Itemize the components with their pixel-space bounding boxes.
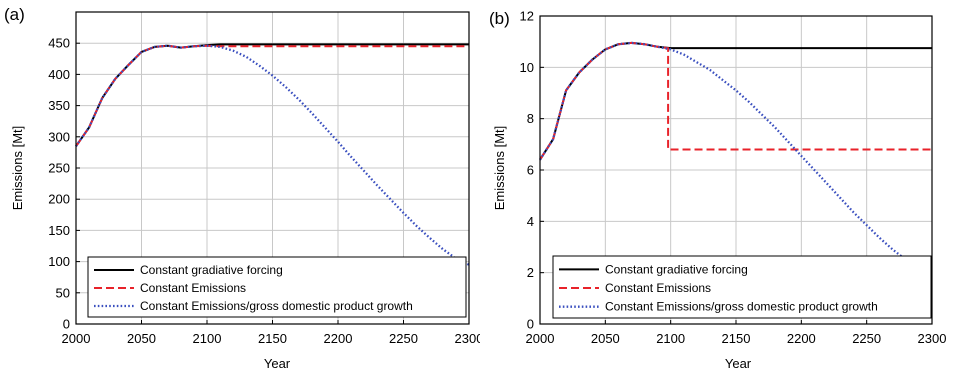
y-tick-label: 50 (56, 285, 70, 300)
y-tick-label: 6 (527, 163, 534, 178)
legend-b: Constant gradiative forcing Constant Emis… (552, 255, 932, 319)
legend-label-emissions: Constant Emissions (140, 281, 246, 295)
x-tick-label: 2100 (193, 331, 222, 346)
y-tick-label: 8 (527, 111, 534, 126)
y-tick-label: 300 (48, 129, 70, 144)
y-tick-label: 0 (63, 317, 70, 332)
y-tick-label: 2 (527, 265, 534, 280)
x-tick-label: 2000 (526, 331, 555, 346)
x-tick-label: 2250 (852, 331, 881, 346)
series-line-emissions (75, 44, 469, 147)
legend-label-gdp: Constant Emissions/gross domestic produc… (140, 299, 413, 313)
y-tick-label: 200 (48, 192, 70, 207)
series-line-emissions (539, 41, 932, 161)
panel-label-a: (a) (4, 5, 25, 24)
ticks-b: 2000 2050 2100 2150 2200 2250 2300 0 2 4 6 8 10 12 (520, 9, 947, 347)
legend-box (87, 256, 467, 318)
series-line-gdp (539, 41, 933, 275)
series-line-gdp (75, 44, 470, 266)
series-group-b (539, 41, 933, 275)
x-tick-label: 2150 (258, 331, 287, 346)
legend-label-forcing: Constant gradiative forcing (605, 262, 748, 276)
x-tick-label: 2200 (324, 331, 353, 346)
y-axis-title-b: Emissions [Mt] (492, 126, 507, 211)
x-tick-label: 2150 (722, 331, 751, 346)
legend-a: Constant gradiative forcing Constant Emis… (87, 256, 467, 318)
legend-label-gdp: Constant Emissions/gross domestic produc… (605, 300, 878, 314)
y-tick-label: 4 (527, 214, 534, 229)
chart-b-svg: (b) Year Emissions [Mt] 2000 2050 2100 2150… (489, 9, 947, 372)
chart-panel-b: (b) Year Emissions [Mt] 2000 2050 2100 2150… (480, 0, 953, 372)
y-axis-title-a: Emissions [Mt] (10, 126, 25, 211)
y-tick-label: 150 (48, 223, 70, 238)
ticks-a: 2000 2050 2100 2150 2200 2250 2300 0 50 100 150 200… (48, 36, 480, 346)
y-tick-label: 350 (48, 98, 70, 113)
chart-panel-a: (a) Year Emissions [Mt] 2000 2050 2100 2150… (4, 5, 480, 371)
x-tick-label: 2200 (787, 331, 816, 346)
legend-box (552, 255, 932, 319)
series-group-a (75, 43, 470, 266)
y-tick-label: 10 (520, 60, 534, 75)
legend-label-emissions: Constant Emissions (605, 281, 711, 295)
chart-a-svg: (a) Year Emissions [Mt] 2000 2050 2100 2150… (4, 5, 480, 371)
x-tick-label: 2000 (62, 331, 91, 346)
x-tick-label: 2300 (455, 331, 480, 346)
grid-a (75, 12, 470, 325)
y-tick-label: 250 (48, 161, 70, 176)
x-tick-label: 2250 (389, 331, 418, 346)
x-tick-label: 2300 (918, 331, 947, 346)
x-tick-label: 2050 (127, 331, 156, 346)
y-tick-label: 400 (48, 67, 70, 82)
y-tick-label: 12 (520, 9, 534, 24)
y-tick-label: 100 (48, 254, 70, 269)
x-tick-label: 2050 (591, 331, 620, 346)
legend-label-forcing: Constant gradiative forcing (140, 263, 283, 277)
y-tick-label: 0 (527, 317, 534, 332)
x-axis-title-b: Year (725, 356, 752, 371)
x-tick-label: 2100 (656, 331, 685, 346)
y-tick-label: 450 (48, 36, 70, 51)
panel-label-b: (b) (489, 9, 510, 28)
x-axis-title-a: Year (264, 356, 291, 371)
